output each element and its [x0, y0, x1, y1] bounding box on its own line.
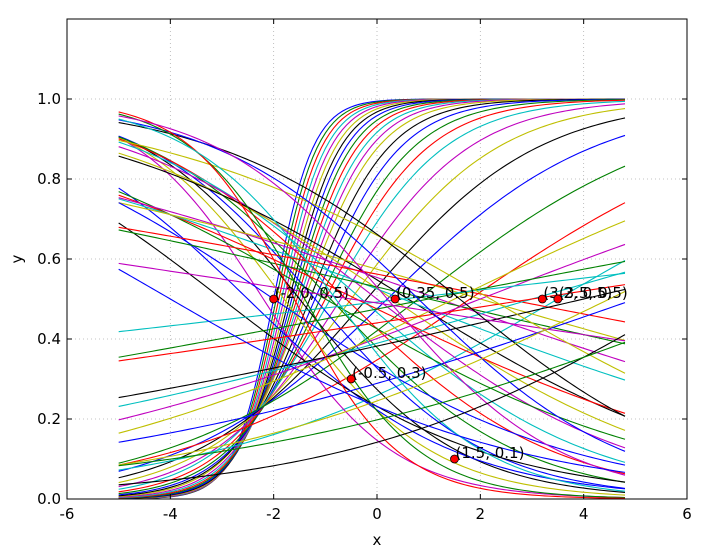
- series-line: [118, 137, 626, 499]
- x-axis-ticks: -6 -4 -2 0 2 4 6: [60, 19, 692, 523]
- point-label: (3.5, 0.5): [559, 284, 628, 302]
- series-line: [118, 226, 626, 323]
- series-line: [118, 119, 626, 452]
- series-line: [118, 229, 626, 345]
- series-line: [118, 165, 626, 464]
- series-line: [118, 136, 626, 496]
- series-line: [118, 146, 626, 449]
- point-label: (-0.5, 0.3): [352, 364, 426, 382]
- x-axis-label: x: [373, 531, 382, 549]
- series-line: [118, 187, 626, 490]
- series-line: [118, 134, 626, 472]
- sigmoid-curves: [118, 98, 626, 500]
- data-point: [346, 374, 356, 384]
- x-tick-label: 4: [579, 505, 589, 523]
- series-line: [118, 260, 626, 358]
- series-line: [118, 99, 626, 493]
- series-line: [118, 99, 626, 495]
- x-tick-label: 2: [476, 505, 486, 523]
- series-line: [118, 135, 626, 493]
- point-label: (1.5, 0.1): [456, 444, 525, 462]
- data-point: [537, 294, 547, 304]
- y-tick-label: 0.6: [37, 250, 61, 268]
- series-line: [118, 194, 626, 414]
- series-line: [118, 139, 626, 374]
- series-line: [118, 115, 626, 476]
- series-line: [118, 155, 626, 417]
- series-line: [118, 103, 626, 488]
- x-tick-label: 6: [682, 505, 692, 523]
- data-point: [450, 454, 459, 464]
- y-tick-label: 0.0: [37, 490, 61, 508]
- x-tick-label: 0: [372, 505, 382, 523]
- y-tick-label: 0.8: [37, 170, 61, 188]
- y-axis-label: y: [8, 254, 26, 263]
- series-line: [118, 113, 626, 499]
- series-line: [118, 202, 626, 466]
- point-label: (0.35, 0.5): [396, 284, 475, 302]
- series-line: [118, 262, 626, 342]
- marked-points: (-2.0, 0.5) (0.35, 0.5) (3.2, 0.5)(3.5, 0.…: [269, 284, 628, 464]
- series-line: [118, 191, 626, 440]
- series-line: [118, 268, 626, 473]
- series-line: [118, 108, 626, 484]
- series-line: [118, 334, 626, 486]
- point-label: (-2.0, 0.5): [275, 284, 349, 302]
- x-tick-label: -4: [163, 505, 178, 523]
- y-tick-label: 1.0: [37, 90, 61, 108]
- series-line: [118, 198, 626, 381]
- series-line: [118, 341, 626, 467]
- data-point: [553, 294, 563, 304]
- series-line: [118, 141, 626, 463]
- series-line: [118, 197, 626, 363]
- data-point: [390, 294, 400, 304]
- series-line: [118, 136, 626, 483]
- series-line: [118, 118, 626, 492]
- y-tick-label: 0.4: [37, 330, 61, 348]
- x-tick-label: -2: [266, 505, 281, 523]
- series-line: [118, 291, 626, 466]
- x-tick-label: -6: [60, 505, 75, 523]
- y-tick-label: 0.2: [37, 410, 61, 428]
- series-line: [118, 98, 626, 497]
- series-line: [118, 202, 626, 341]
- data-point: [269, 294, 279, 304]
- series-line: [118, 111, 626, 499]
- series-line: [118, 220, 626, 434]
- series-line: [118, 243, 626, 421]
- y-axis-ticks: 0.0 0.2 0.4 0.6 0.8 1.0: [37, 90, 687, 508]
- series-line: [118, 98, 626, 496]
- series-line: [118, 152, 626, 431]
- series-line: [118, 117, 626, 479]
